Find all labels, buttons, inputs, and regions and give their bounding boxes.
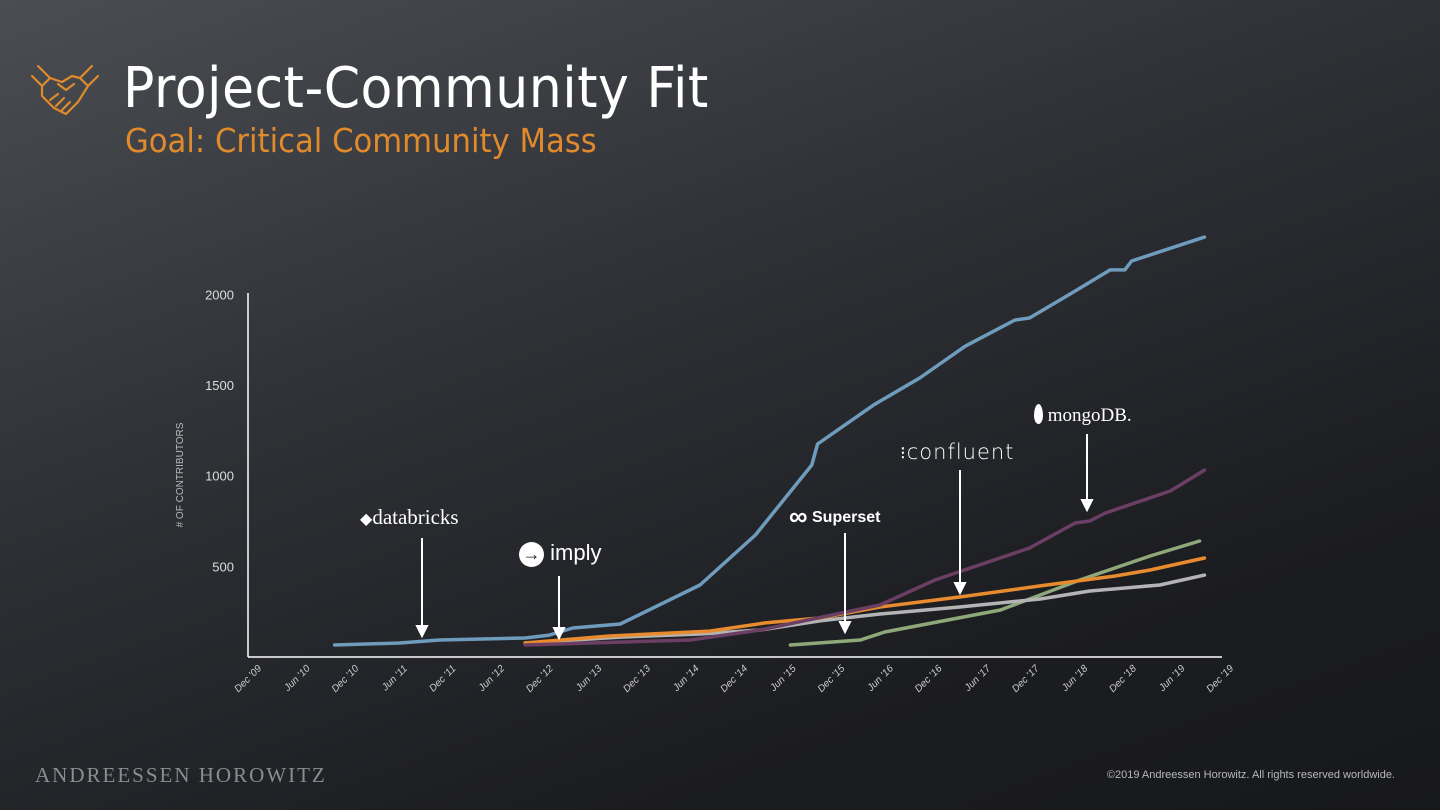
x-tick-label: Dec '19 bbox=[1205, 663, 1237, 695]
x-tick-label: Dec '09 bbox=[233, 663, 265, 695]
y-tick-label: 500 bbox=[212, 559, 234, 574]
x-tick-label: Dec '16 bbox=[913, 663, 945, 695]
x-tick-label: Dec '10 bbox=[330, 663, 362, 695]
mongodb-logo: mongoDB. bbox=[1034, 404, 1132, 427]
y-tick-label: 1500 bbox=[205, 378, 234, 393]
x-tick-label: Dec '15 bbox=[816, 663, 848, 695]
firm-brand: ANDREESSEN HOROWITZ bbox=[35, 763, 327, 787]
arrowhead-icon bbox=[838, 621, 852, 635]
arrowhead-icon bbox=[415, 625, 429, 639]
x-tick-label: Jun '11 bbox=[379, 663, 410, 694]
x-tick-label: Jun '14 bbox=[670, 663, 701, 694]
leaf-icon bbox=[1034, 404, 1043, 424]
databricks-icon: ◆ bbox=[360, 511, 373, 528]
series-line-databricks bbox=[332, 235, 1207, 647]
copyright: ©2019 Andreessen Horowitz. All rights re… bbox=[1106, 769, 1395, 781]
arrowhead-icon bbox=[552, 627, 566, 641]
arrow-circle-icon: → bbox=[519, 541, 544, 567]
arrowhead-icon bbox=[953, 582, 967, 596]
x-tick-label: Jun '17 bbox=[962, 663, 993, 694]
series-line-mongodb bbox=[523, 468, 1207, 647]
page-title: Project-Community Fit bbox=[123, 56, 709, 121]
x-tick-label: Jun '16 bbox=[865, 663, 896, 694]
confluent-logo: ⁝confluent bbox=[900, 440, 1015, 464]
series-line-confluent bbox=[523, 556, 1207, 645]
superset-logo: ∞ Superset bbox=[789, 501, 881, 531]
x-tick-label: Jun '13 bbox=[573, 663, 604, 694]
x-tick-label: Dec '11 bbox=[428, 663, 459, 694]
x-tick-label: Dec '12 bbox=[524, 663, 556, 695]
y-tick-label: 1000 bbox=[205, 469, 234, 484]
x-tick-label: Dec '13 bbox=[621, 663, 653, 695]
imply-logo: → imply bbox=[519, 540, 601, 567]
x-tick-label: Jun '12 bbox=[476, 663, 507, 694]
series-line-imply bbox=[523, 573, 1207, 645]
x-tick-label: Dec '18 bbox=[1107, 663, 1139, 695]
handshake-icon bbox=[28, 56, 102, 125]
x-tick-label: Dec '14 bbox=[719, 663, 751, 695]
y-tick-label: 2000 bbox=[205, 287, 234, 302]
x-tick-label: Jun '18 bbox=[1059, 663, 1090, 694]
x-tick-label: Dec '17 bbox=[1010, 663, 1042, 695]
infinity-icon: ∞ bbox=[789, 501, 808, 531]
databricks-logo: ◆databricks bbox=[360, 505, 459, 529]
page-subtitle: Goal: Critical Community Mass bbox=[125, 121, 597, 160]
arrowhead-icon bbox=[1080, 499, 1094, 513]
y-axis-label: # OF CONTRIBUTORS bbox=[175, 422, 186, 527]
confluent-icon: ⁝ bbox=[900, 443, 907, 464]
x-tick-label: Jun '19 bbox=[1156, 663, 1187, 694]
x-tick-label: Jun '15 bbox=[768, 663, 799, 694]
x-tick-label: Jun '10 bbox=[282, 663, 313, 694]
